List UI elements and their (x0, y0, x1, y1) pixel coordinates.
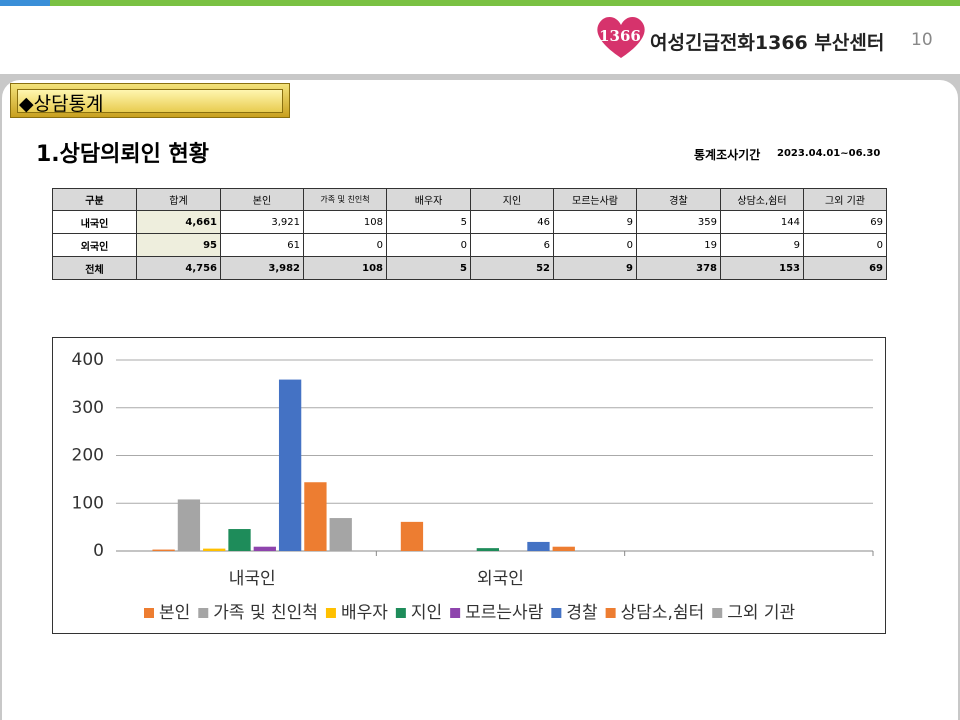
chart-frame (52, 337, 886, 634)
bar (203, 548, 226, 551)
table-cell: 구분 (52, 188, 137, 211)
section-tag-box: ◆상담통계 (10, 83, 290, 118)
legend-swatch (450, 608, 461, 618)
table-cell: 359 (636, 210, 721, 234)
table-cell: 0 (553, 233, 637, 257)
table-cell: 69 (803, 210, 887, 234)
logo: 1366 (597, 16, 645, 58)
table-cell: 378 (636, 256, 721, 280)
legend-swatch (144, 608, 154, 618)
table-cell: 108 (303, 210, 387, 234)
legend-label: 상담소,쉼터 (621, 603, 705, 623)
table-cell: 19 (636, 233, 721, 257)
bar (527, 541, 550, 551)
table-cell: 144 (720, 210, 804, 234)
bar (400, 521, 424, 551)
table-cell: 본인 (220, 188, 304, 211)
legend-swatch (395, 608, 406, 618)
table-cell: 외국인 (52, 233, 137, 257)
table-cell: 그외 기관 (803, 188, 887, 211)
table-cell: 지인 (470, 188, 554, 211)
table-cell: 4,756 (136, 256, 221, 280)
table-cell: 9 (553, 210, 637, 234)
table-cell: 9 (720, 233, 804, 257)
table-cell: 합계 (136, 188, 221, 211)
table-row: 전체 4,756 3,982 108 5 52 9 378 153 69 (52, 256, 887, 280)
top-bar-accent (0, 0, 50, 6)
y-tick-label: 300 (72, 398, 104, 418)
table-cell: 0 (303, 233, 387, 257)
bar (152, 549, 175, 551)
bar (552, 546, 575, 551)
bar (177, 499, 201, 551)
heading: 1.상담의뢰인 현황 (36, 142, 210, 167)
y-tick-label: 100 (72, 493, 104, 513)
table-cell: 46 (470, 210, 554, 234)
table-cell: 0 (803, 233, 887, 257)
section-tag: ◆상담통계 (19, 93, 104, 115)
legend-swatch (605, 608, 616, 618)
y-tick-label: 400 (72, 350, 104, 370)
table-cell: 5 (386, 210, 471, 234)
table-cell: 경찰 (636, 188, 721, 211)
legend-swatch (712, 608, 723, 618)
table-cell: 9 (553, 256, 637, 280)
bar (329, 518, 352, 551)
bar (228, 529, 251, 551)
legend-label: 배우자 (341, 603, 388, 623)
y-tick-label: 0 (93, 541, 104, 561)
table-cell: 5 (386, 256, 471, 280)
table-cell: 모르는사람 (553, 188, 637, 211)
table-cell: 69 (803, 256, 887, 280)
legend-label: 모르는사람 (465, 603, 544, 623)
x-tick-label: 내국인 (229, 569, 276, 589)
top-bar (0, 0, 960, 6)
table-row: 외국인 95 61 0 0 6 0 19 9 0 (52, 233, 887, 257)
logo-heart (597, 16, 645, 58)
bar (253, 546, 276, 551)
table-cell: 52 (470, 256, 554, 280)
table-cell: 153 (720, 256, 804, 280)
table-cell: 3,982 (220, 256, 304, 280)
table-cell: 95 (136, 233, 221, 257)
bar (278, 379, 302, 551)
panel (2, 80, 958, 720)
table-cell: 내국인 (52, 210, 137, 234)
legend-swatch (551, 608, 562, 618)
legend-label: 가족 및 친인척 (213, 603, 318, 623)
stats-table: 구분 합계 본인 가족 및 친인척 배우자 지인 모르는사람 경찰 상담소,쉼터 그외 기관 내국인… (52, 188, 887, 280)
table-cell: 상담소,쉼터 (720, 188, 804, 211)
legend-label: 경찰 (566, 603, 598, 623)
header-title: 여성긴급전화1366 부산센터 (650, 32, 885, 54)
legend-label: 본인 (159, 603, 190, 623)
y-tick-label: 200 (72, 446, 104, 466)
legend-label: 지인 (411, 603, 442, 623)
bar (476, 548, 499, 551)
legend-label: 그외 기관 (727, 603, 795, 623)
period-label: 통계조사기간 (694, 148, 761, 162)
table-cell: 61 (220, 233, 304, 257)
table-row: 내국인 4,661 3,921 108 5 46 9 359 144 69 (52, 210, 887, 234)
table-cell: 0 (386, 233, 471, 257)
table-cell: 4,661 (136, 210, 221, 234)
page-number: 10 (911, 30, 933, 50)
table-cell: 108 (303, 256, 387, 280)
table-cell: 3,921 (220, 210, 304, 234)
table-cell: 전체 (52, 256, 137, 280)
section-tag-inner (17, 89, 283, 113)
x-tick-label: 외국인 (477, 569, 524, 589)
table-row: 구분 합계 본인 가족 및 친인척 배우자 지인 모르는사람 경찰 상담소,쉼터 그외 기관 (52, 188, 887, 211)
table-cell: 가족 및 친인척 (303, 188, 387, 211)
legend-swatch (325, 608, 336, 618)
legend-swatch (198, 608, 209, 618)
period-range: 2023.04.01~06.30 (777, 148, 881, 159)
bar (304, 482, 327, 551)
table-cell: 6 (470, 233, 554, 257)
logo-text: 1366 (599, 27, 641, 45)
table-cell: 배우자 (386, 188, 471, 211)
